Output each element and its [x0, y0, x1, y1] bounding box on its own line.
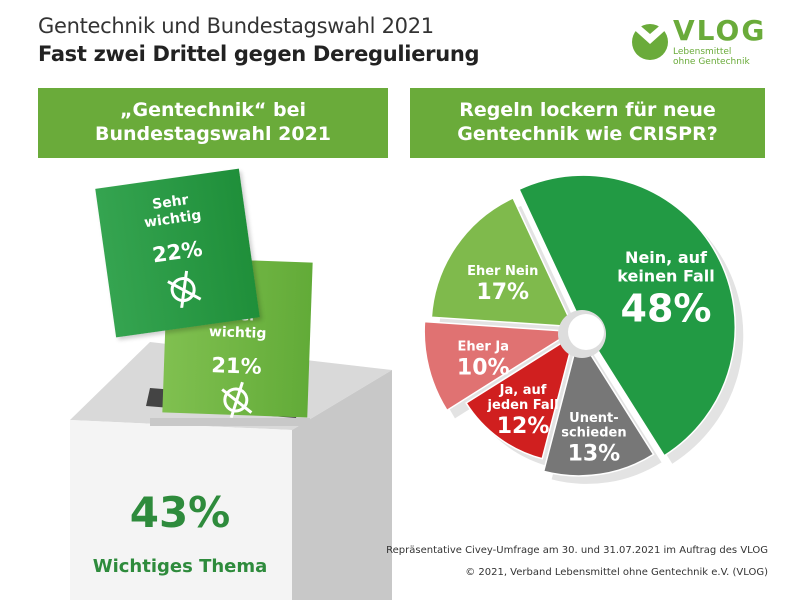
cross-mark-icon: [166, 270, 201, 308]
pie-slice: [465, 333, 576, 460]
slice-value: 13%: [568, 442, 621, 467]
pie-slice: [518, 174, 737, 457]
pie-slice: [430, 196, 575, 328]
ballot-box: [70, 342, 392, 600]
slice-value: 17%: [476, 280, 529, 305]
left-heading-banner: „Gentechnik“ bei Bundestagswahl 2021: [38, 88, 388, 158]
pie-slice: [542, 334, 655, 477]
slice-value: 12%: [497, 414, 550, 439]
total-label: Wichtiges Thema: [92, 556, 268, 577]
pie-center-hole-inner: [568, 314, 604, 350]
source-note: Repräsentative Civey-Umfrage am 30. und …: [386, 545, 768, 556]
page-subtitle: Fast zwei Drittel gegen Deregulierung: [38, 42, 480, 66]
slice-label: Ja, auf: [499, 383, 547, 398]
slice-label: schieden: [561, 426, 626, 441]
ballot-card-eher-wichtig: Eherwichtig 21%: [162, 257, 313, 418]
slot-cover: [150, 418, 310, 426]
page-title: Gentechnik und Bundestagswahl 2021: [38, 14, 434, 38]
right-heading-banner: Regeln lockern für neue Gentechnik wie CR…: [410, 88, 765, 158]
copyright-note: © 2021, Verband Lebensmittel ohne Gentec…: [465, 567, 768, 578]
slice-value: 48%: [621, 286, 712, 330]
ballot-card-sehr-wichtig: Sehr wichtig 22%: [95, 168, 260, 338]
slice-label: keinen Fall: [617, 266, 715, 285]
vlog-logo: VLOG Lebensmittel ohne Gentechnik: [628, 14, 778, 68]
slice-label: Eher Ja: [457, 339, 509, 354]
logo-tagline: Lebensmittel ohne Gentechnik: [673, 47, 750, 68]
cross-mark-icon: [220, 381, 252, 418]
slice-label: jeden Fall: [487, 398, 559, 413]
logo-wordmark: VLOG: [673, 14, 767, 47]
pie-slice: [423, 320, 575, 412]
slice-label: Eher Nein: [467, 264, 538, 279]
slice-value: 10%: [457, 355, 510, 380]
total-value: 43%: [129, 488, 231, 537]
vlog-check-icon: [630, 22, 670, 60]
slice-label: Unent-: [569, 411, 619, 426]
slice-label: Nein, auf: [625, 248, 708, 267]
